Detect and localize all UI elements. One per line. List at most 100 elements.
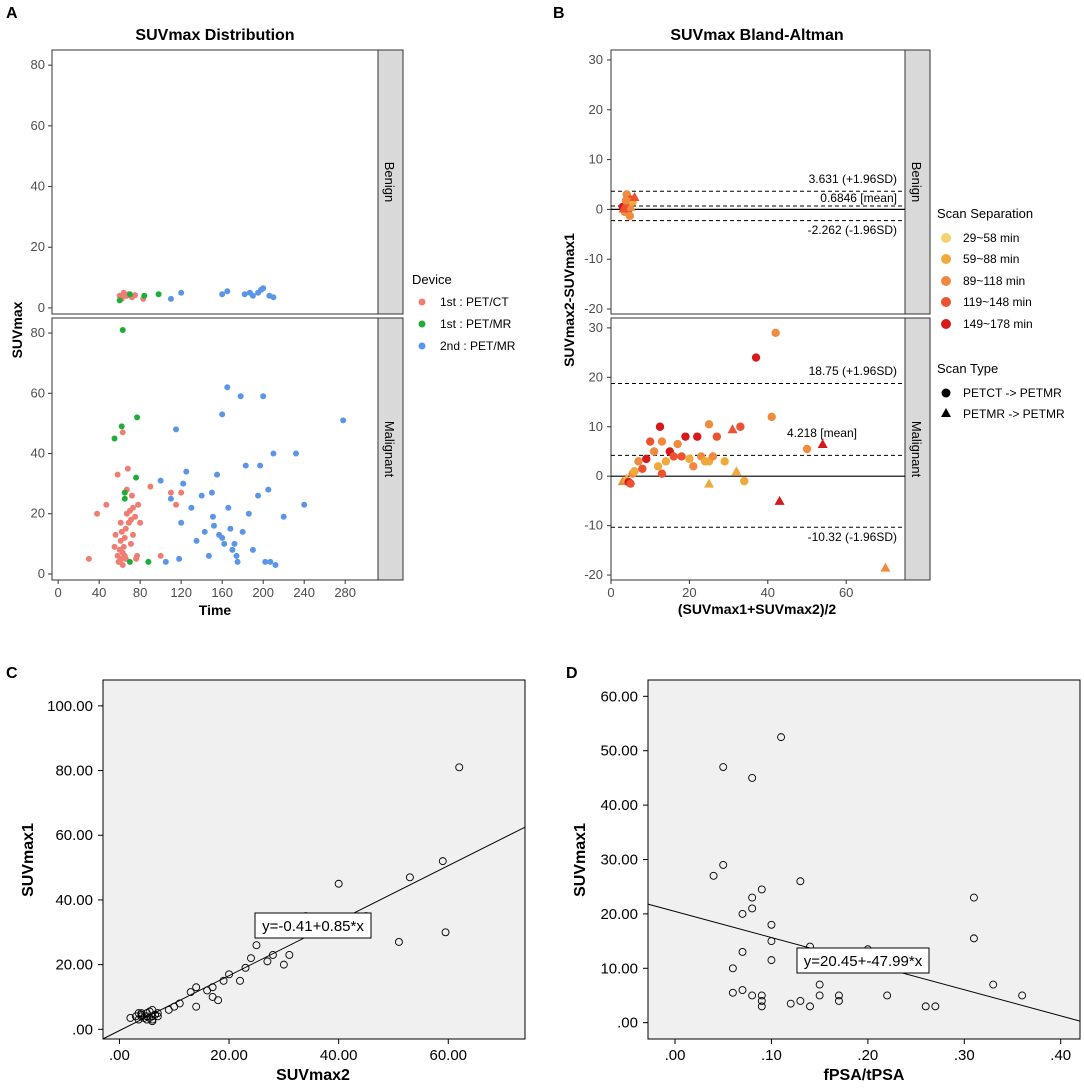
- d-point: [757, 1002, 766, 1011]
- legend-a-swatch-petmr1: [418, 320, 426, 328]
- b-point-circle: [771, 328, 780, 338]
- c-point: [145, 1007, 154, 1016]
- a-point: [126, 291, 133, 298]
- d-point: [969, 934, 978, 943]
- c-point: [148, 1017, 157, 1026]
- panel-c-ylabel: SUVmax1: [20, 823, 37, 897]
- a-point: [124, 465, 131, 472]
- panel-d-equation: y=20.45+-47.99*x: [804, 953, 923, 970]
- panel-b-yticks-bottom: -20 -10 0 10 20 30: [584, 320, 611, 582]
- b-ytick-label: 20: [589, 369, 603, 384]
- d-point: [806, 1002, 814, 1011]
- d-point: [748, 893, 757, 902]
- a-point: [155, 291, 162, 298]
- c-point: [241, 963, 250, 972]
- d-point: [748, 773, 757, 782]
- a-point: [118, 423, 125, 430]
- a-point: [162, 558, 169, 565]
- b-point-circle: [661, 457, 671, 466]
- panel-b-title: SUVmax Bland-Altman: [670, 27, 843, 44]
- a-point: [272, 561, 279, 568]
- a-point: [85, 555, 92, 562]
- panel-d-letter: D: [566, 665, 578, 682]
- a-point: [121, 489, 128, 496]
- legend-a-swatch-petmr2: [418, 342, 426, 350]
- d-point: [796, 877, 805, 886]
- b-point-circle: [657, 469, 667, 478]
- a-point: [198, 492, 205, 499]
- legend-b-sep-item-2: 59~88 min: [963, 252, 1019, 266]
- a-point: [209, 513, 216, 520]
- b-point-circle: [685, 454, 694, 464]
- b-point-circle: [653, 462, 663, 471]
- b-point-circle: [657, 437, 667, 446]
- panel-a-xticks: 0 40 80 120 160 200 240 280: [55, 580, 356, 600]
- a-point: [127, 540, 134, 547]
- a-point: [133, 474, 140, 481]
- legend-a-item-1: 1st : PET/CT: [440, 295, 509, 309]
- a-point: [157, 552, 164, 559]
- a-point: [249, 292, 256, 299]
- a-point: [111, 543, 118, 550]
- b-ytick-label: 0: [596, 201, 603, 216]
- d-point: [738, 909, 747, 918]
- a-ytick-label: 60: [31, 385, 45, 400]
- a-ytick-label: 20: [31, 506, 45, 521]
- a-xtick-label: 120: [170, 585, 192, 600]
- a-point: [137, 519, 144, 526]
- b-point-triangle: [625, 201, 636, 211]
- a-ytick-label: 80: [31, 57, 45, 72]
- a-ytick-label: 40: [31, 446, 45, 461]
- legend-b-sep-swatch-3: [941, 276, 951, 286]
- a-point: [183, 468, 190, 475]
- a-point: [127, 516, 134, 523]
- c-point: [252, 941, 261, 950]
- c-ytick-label: 80.00: [55, 763, 93, 780]
- b-point-circle: [720, 457, 729, 466]
- d-ytick-label: 30.00: [600, 852, 638, 869]
- d-point: [989, 980, 998, 989]
- legend-b-sep-swatch-1: [941, 233, 951, 243]
- c-xtick-label: 40.00: [320, 1047, 358, 1064]
- a-point: [178, 289, 185, 296]
- a-point: [227, 525, 234, 532]
- d-xtick-label: .00: [665, 1047, 686, 1064]
- a-point: [111, 435, 118, 442]
- d-point: [719, 763, 728, 771]
- a-point: [178, 489, 185, 496]
- panel-c-points: [126, 763, 464, 1026]
- panel-b-legend-type: Scan Type PETCT -> PETMR PETMR -> PETMR: [937, 361, 1065, 421]
- b-point-triangle: [704, 478, 714, 488]
- b-point-circle: [677, 452, 686, 461]
- d-ytick-label: 10.00: [600, 960, 638, 977]
- a-point: [176, 555, 183, 562]
- d-point: [834, 996, 843, 1005]
- a-point: [112, 531, 119, 538]
- a-point: [167, 295, 174, 302]
- a-point: [167, 495, 174, 502]
- b-ytick-label: -10: [584, 518, 603, 533]
- a-xtick-label: 280: [334, 585, 356, 600]
- d-point: [883, 991, 892, 1000]
- b-xtick-label: 40: [761, 585, 775, 600]
- a-point: [193, 537, 200, 544]
- panel-a-legend: Device 1st : PET/CT 1st : PET/MR 2nd : P…: [412, 272, 516, 353]
- b-point-circle: [621, 196, 631, 205]
- c-point: [192, 1002, 201, 1011]
- panel-d-xlabel: fPSA/tPSA: [824, 1067, 905, 1084]
- panel-a-points: [85, 285, 347, 568]
- c-point: [263, 957, 272, 966]
- a-point: [265, 486, 272, 493]
- panel-a-malignant-strip: [377, 317, 404, 581]
- legend-a-swatch-petct: [418, 298, 426, 306]
- c-point: [142, 1015, 151, 1024]
- b-point-circle: [708, 452, 718, 461]
- c-point: [137, 1010, 146, 1019]
- panel-a-strip-benign: Benign: [382, 162, 397, 202]
- d-xtick-label: .10: [761, 1047, 782, 1064]
- a-point: [121, 534, 128, 541]
- a-point: [180, 480, 187, 487]
- panel-a-benign-strip: [377, 49, 404, 315]
- a-point: [219, 411, 226, 418]
- a-point: [249, 546, 256, 553]
